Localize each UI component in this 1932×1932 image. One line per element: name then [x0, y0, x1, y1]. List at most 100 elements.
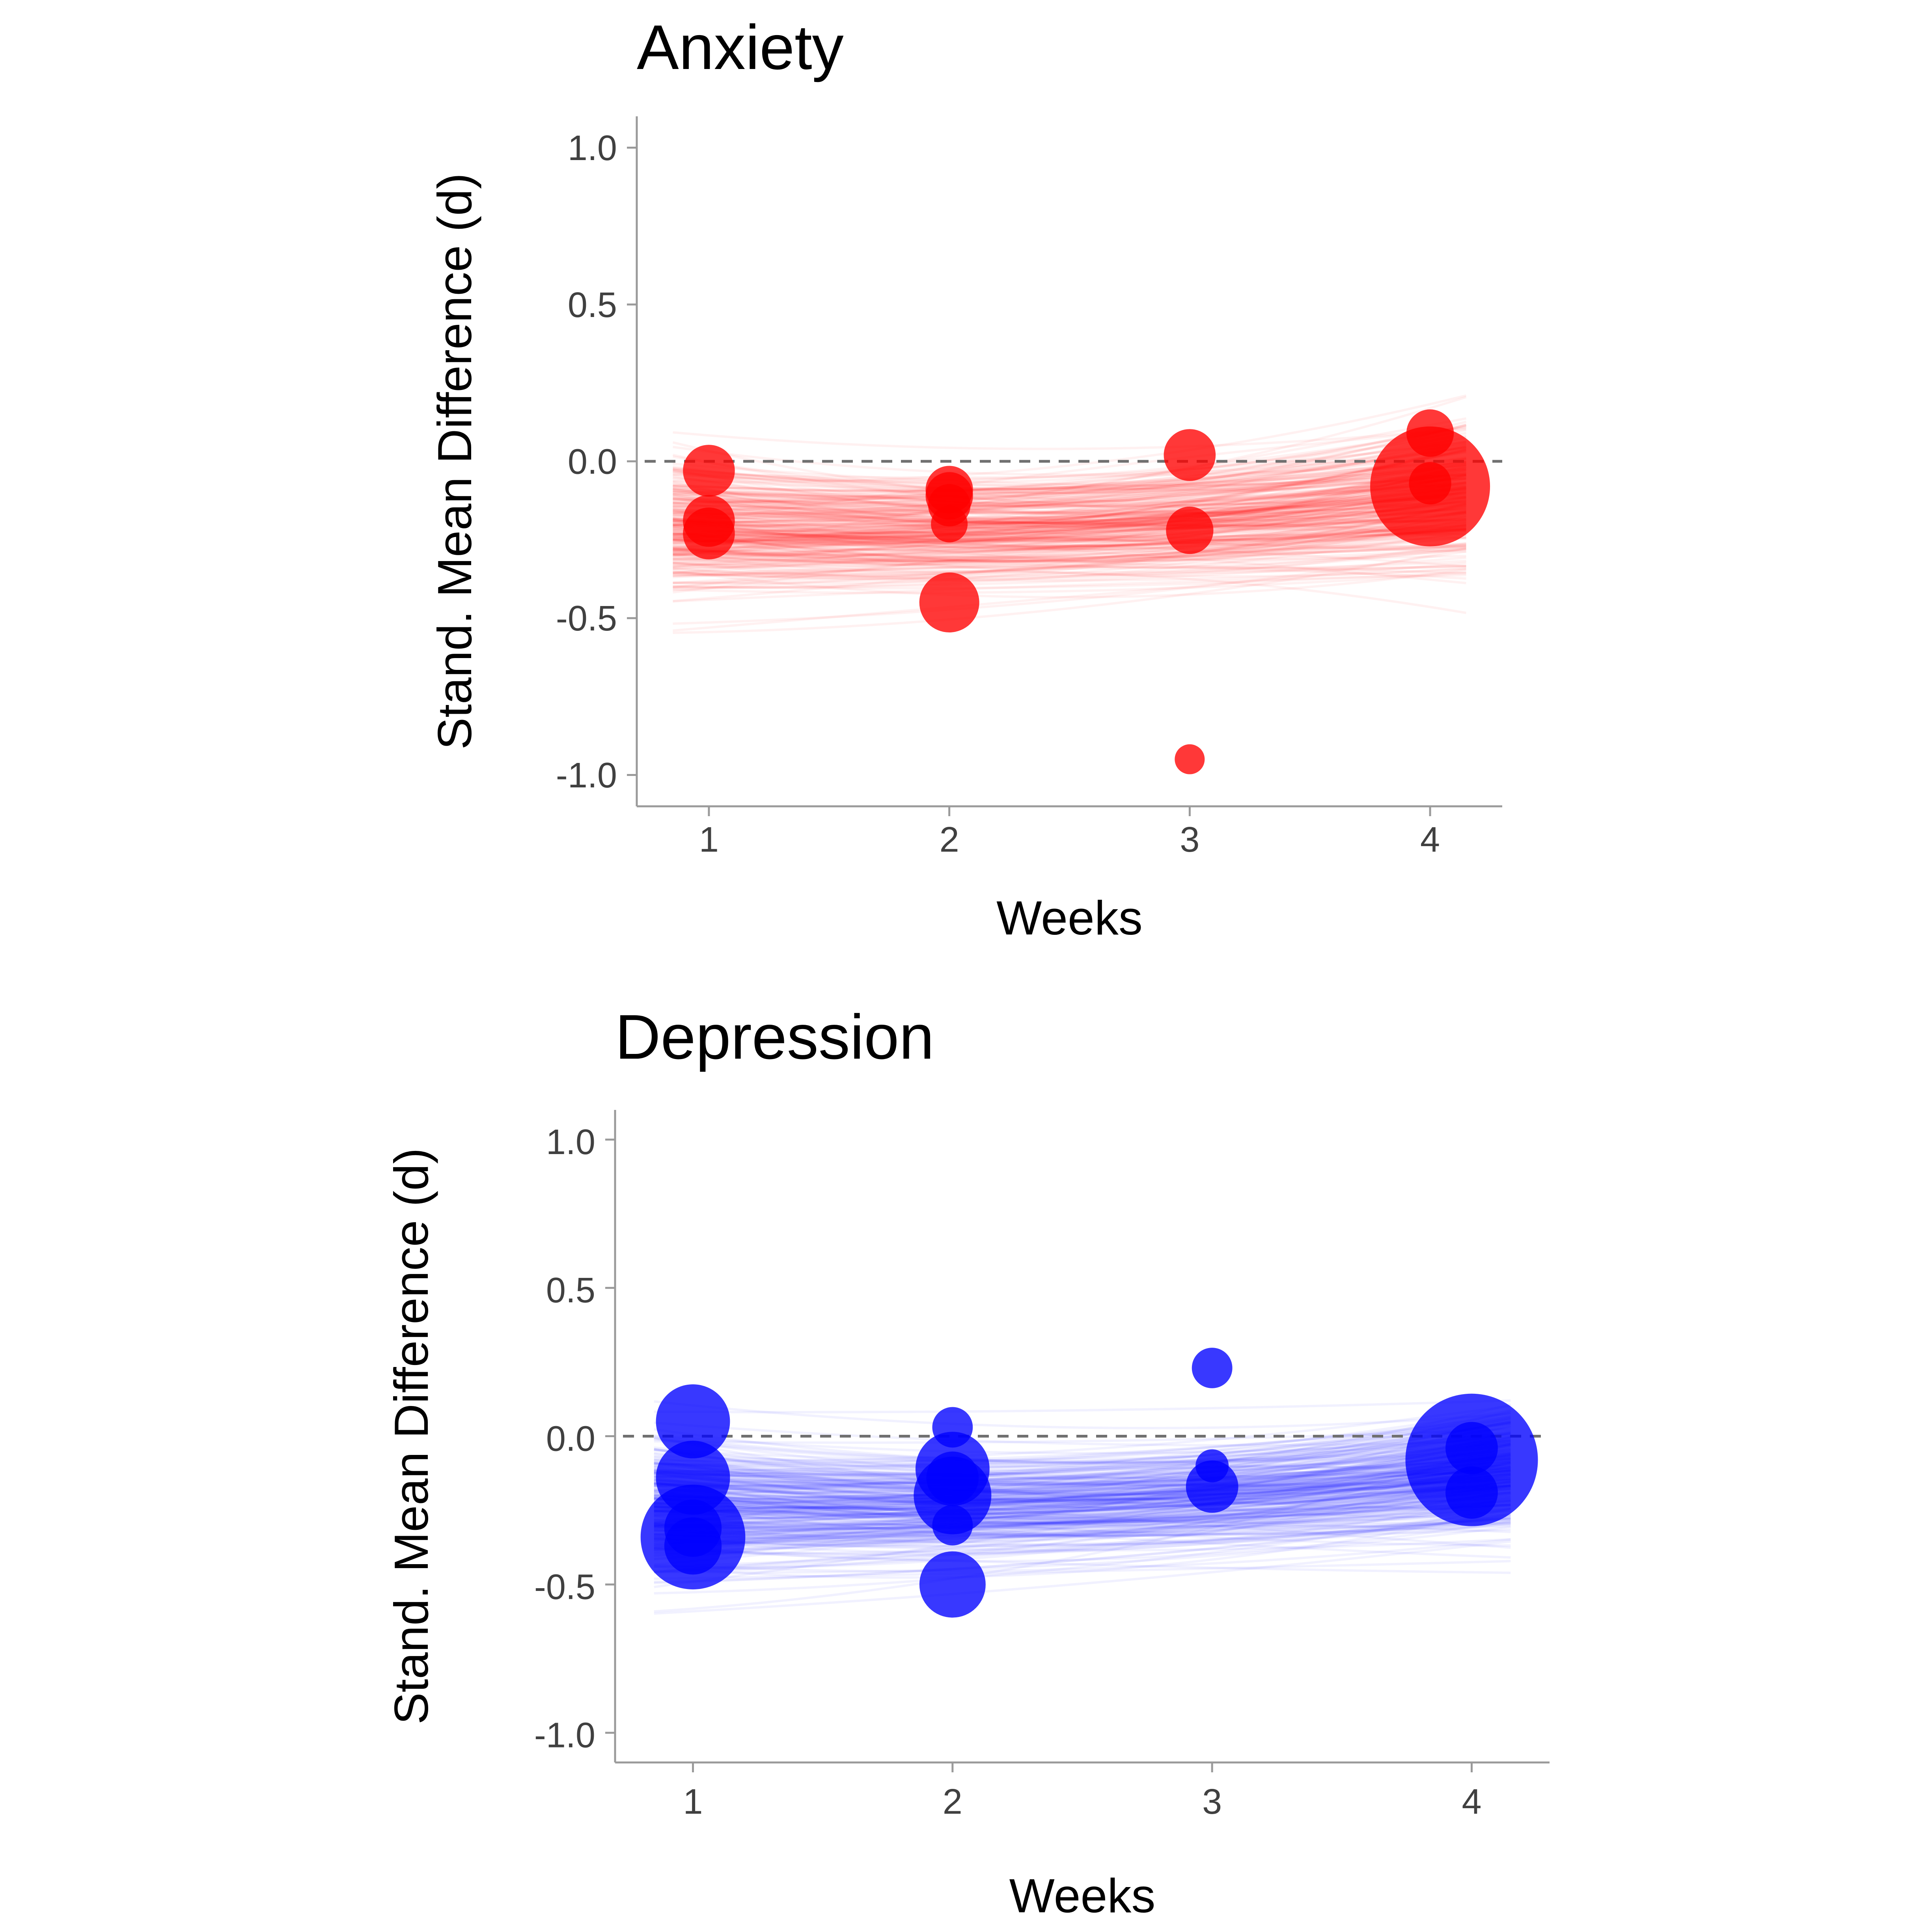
posterior-line — [673, 500, 1466, 543]
posterior-line — [654, 1447, 1511, 1501]
posterior-line — [673, 491, 1466, 524]
posterior-line — [673, 484, 1466, 516]
posterior-line — [654, 1410, 1511, 1494]
posterior-line — [654, 1458, 1511, 1481]
posterior-line — [654, 1457, 1511, 1511]
posterior-line — [673, 495, 1467, 557]
posterior-line — [673, 474, 1466, 500]
posterior-line — [673, 440, 1466, 505]
posterior-line — [654, 1470, 1511, 1487]
posterior-line — [673, 394, 1467, 483]
data-point — [1405, 1393, 1538, 1526]
posterior-line — [654, 1448, 1511, 1464]
posterior-line — [673, 517, 1466, 570]
posterior-line — [654, 1515, 1511, 1537]
posterior-line — [654, 1540, 1511, 1615]
posterior-line — [673, 565, 1466, 575]
posterior-line — [654, 1482, 1511, 1549]
chart-title: Anxiety — [637, 12, 844, 82]
posterior-line — [654, 1490, 1511, 1539]
posterior-line — [654, 1432, 1511, 1466]
posterior-line — [654, 1507, 1511, 1529]
posterior-line — [654, 1465, 1511, 1509]
posterior-line — [654, 1507, 1511, 1594]
posterior-line — [654, 1461, 1511, 1505]
posterior-line — [673, 467, 1466, 491]
posterior-line — [673, 449, 1467, 536]
posterior-line — [673, 502, 1466, 543]
posterior-line — [673, 486, 1467, 539]
data-point — [1445, 1466, 1498, 1519]
posterior-line — [673, 561, 1466, 632]
posterior-line — [673, 482, 1466, 515]
posterior-line — [673, 457, 1466, 520]
posterior-line — [673, 547, 1466, 563]
posterior-line — [673, 512, 1467, 562]
posterior-line — [673, 526, 1466, 545]
posterior-line — [654, 1520, 1511, 1568]
posterior-line — [673, 474, 1467, 534]
posterior-line — [673, 448, 1467, 534]
posterior-line — [673, 518, 1466, 548]
posterior-line — [654, 1500, 1511, 1541]
posterior-line — [673, 463, 1466, 545]
posterior-line — [673, 457, 1466, 504]
chart-title: Depression — [615, 1001, 934, 1072]
posterior-line — [654, 1499, 1511, 1526]
posterior-line — [654, 1475, 1511, 1492]
posterior-line — [673, 487, 1466, 533]
posterior-line — [673, 548, 1466, 570]
posterior-line — [673, 427, 1466, 450]
posterior-line — [673, 499, 1466, 552]
y-tick-label: -1.0 — [534, 1716, 595, 1755]
posterior-line — [673, 512, 1466, 584]
posterior-line — [654, 1477, 1511, 1511]
posterior-line — [673, 515, 1467, 573]
posterior-line — [673, 490, 1466, 551]
data-point — [1175, 744, 1205, 774]
posterior-line — [673, 443, 1466, 504]
posterior-line — [673, 513, 1466, 568]
posterior-line — [654, 1461, 1511, 1486]
posterior-line — [654, 1425, 1511, 1497]
posterior-line — [673, 528, 1466, 571]
posterior-line — [673, 498, 1467, 564]
posterior-line — [673, 490, 1466, 542]
posterior-line — [673, 500, 1466, 535]
posterior-line — [654, 1488, 1511, 1531]
posterior-line — [654, 1475, 1511, 1486]
posterior-line — [654, 1537, 1511, 1552]
posterior-line — [654, 1432, 1511, 1486]
posterior-line — [654, 1418, 1511, 1528]
posterior-line — [654, 1457, 1511, 1525]
posterior-line — [672, 468, 1466, 528]
posterior-line — [654, 1470, 1511, 1487]
posterior-line — [673, 493, 1466, 549]
data-point — [656, 1384, 730, 1458]
posterior-line — [673, 435, 1466, 514]
y-tick-label: 0.0 — [568, 442, 617, 482]
posterior-line — [654, 1474, 1511, 1512]
posterior-line — [654, 1455, 1511, 1491]
posterior-line — [673, 505, 1466, 532]
posterior-line — [673, 490, 1466, 515]
posterior-line — [654, 1500, 1511, 1534]
posterior-line — [673, 476, 1466, 504]
y-tick-label: 1.0 — [568, 129, 617, 168]
posterior-line — [654, 1497, 1511, 1550]
posterior-line — [654, 1453, 1511, 1478]
posterior-line — [654, 1443, 1511, 1480]
posterior-line — [654, 1481, 1511, 1549]
posterior-line — [673, 488, 1466, 515]
posterior-line — [673, 425, 1467, 484]
points — [683, 409, 1490, 774]
posterior-line — [654, 1481, 1511, 1573]
posterior-line — [654, 1428, 1511, 1465]
posterior-line — [673, 478, 1467, 538]
posterior-line — [654, 1453, 1511, 1501]
posterior-line — [673, 487, 1466, 538]
posterior-line — [673, 523, 1466, 548]
posterior-line — [673, 574, 1466, 603]
posterior-line — [654, 1485, 1511, 1543]
posterior-line — [654, 1429, 1511, 1477]
